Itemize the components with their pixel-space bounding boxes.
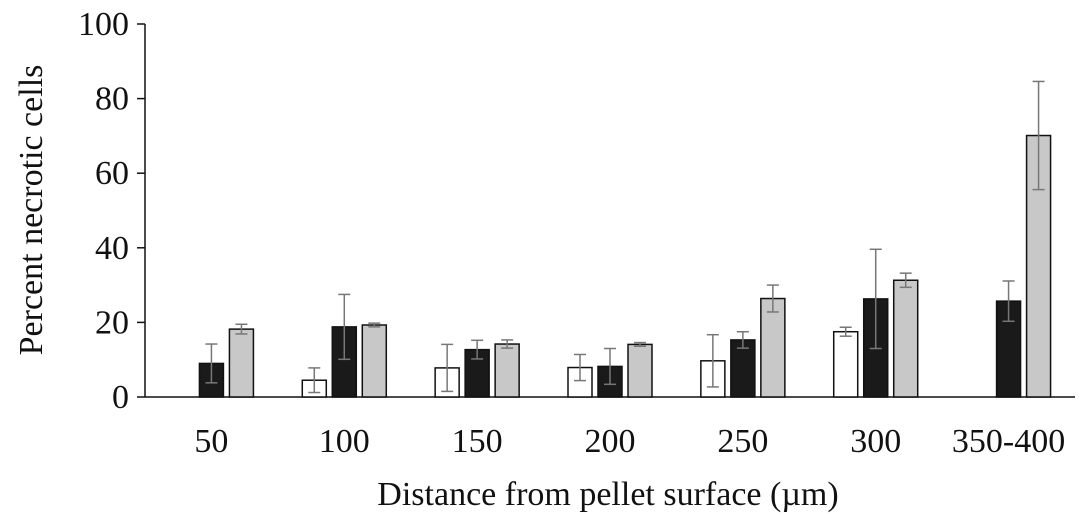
x-tick-label: 200: [585, 423, 636, 460]
x-tick-label: 300: [850, 423, 901, 460]
x-axis: 50 100 150 200 250 300 350-400: [145, 396, 1075, 460]
bar-series: [228, 80, 1052, 398]
x-tick-label: 50: [194, 423, 228, 460]
bar: [730, 339, 756, 398]
bar: [832, 330, 859, 398]
x-axis-title: Distance from pellet surface (µm): [377, 476, 838, 513]
y-tick-label: 20: [95, 304, 129, 341]
x-tick-label: 100: [319, 423, 370, 460]
bar: [760, 297, 786, 398]
y-axis-title: Percent necrotic cells: [13, 65, 50, 356]
bar: [228, 328, 255, 398]
bar-series-group: [198, 80, 1052, 398]
y-tick-label: 100: [78, 6, 129, 43]
y-axis: 0 20 40 60 80 100: [78, 6, 146, 416]
bar-series: [301, 326, 859, 398]
bar: [627, 343, 653, 398]
y-tick-label: 0: [112, 379, 129, 416]
bar: [892, 279, 919, 398]
bar: [567, 366, 593, 398]
bar: [361, 324, 388, 398]
x-tick-label: 250: [717, 423, 768, 460]
y-tick-label: 80: [95, 81, 129, 118]
y-tick-label: 40: [95, 230, 129, 267]
bar: [494, 343, 520, 398]
bar: [995, 300, 1022, 398]
bar-series: [198, 248, 1022, 398]
y-tick-label: 60: [95, 155, 129, 192]
x-tick-label: 150: [452, 423, 503, 460]
x-tick-label: 350-400: [952, 423, 1065, 460]
